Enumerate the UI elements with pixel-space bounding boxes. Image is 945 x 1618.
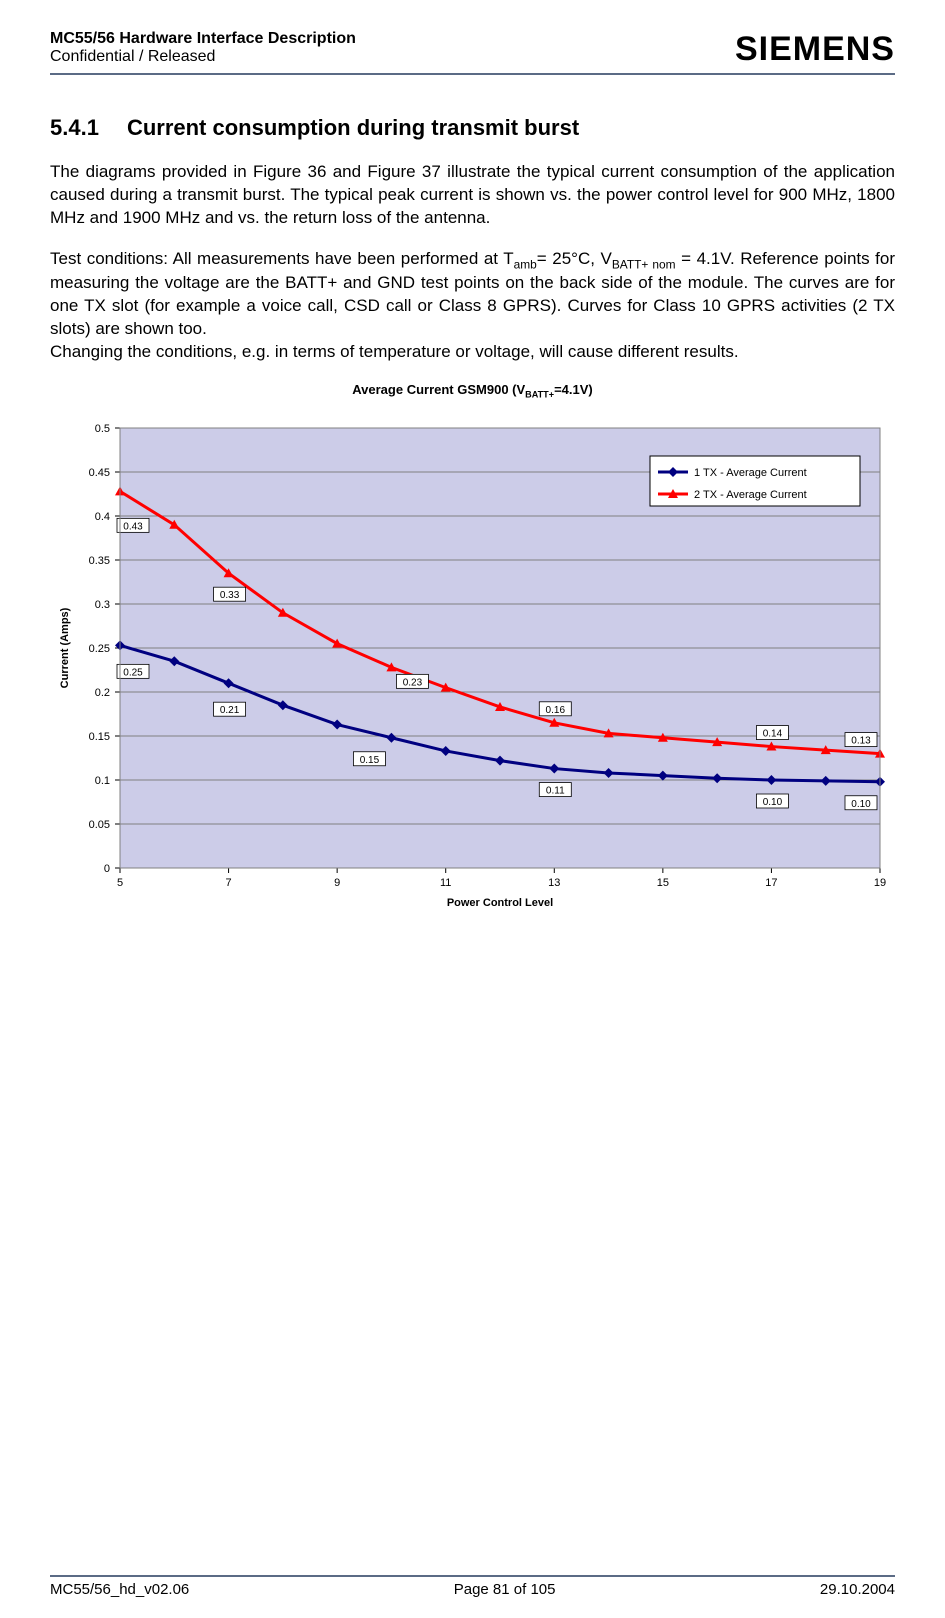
paragraph-2: Test conditions: All measurements have b… <box>50 248 895 364</box>
svg-text:Power Control Level: Power Control Level <box>447 897 553 909</box>
svg-text:17: 17 <box>765 877 777 889</box>
svg-text:7: 7 <box>226 877 232 889</box>
svg-text:0: 0 <box>104 863 110 875</box>
p2-sub2: BATT+ nom <box>612 257 676 271</box>
svg-text:11: 11 <box>440 877 451 889</box>
section-title: Current consumption during transmit burs… <box>127 115 579 140</box>
svg-text:9: 9 <box>334 877 340 889</box>
p2-pre: Test conditions: All measurements have b… <box>50 249 514 268</box>
p2-mid: = 25°C, V <box>537 249 612 268</box>
chart-title-pre: Average Current GSM900 (V <box>352 382 525 397</box>
svg-text:19: 19 <box>874 877 886 889</box>
svg-text:0.15: 0.15 <box>89 731 110 743</box>
svg-text:0.4: 0.4 <box>95 511 110 523</box>
svg-text:0.33: 0.33 <box>220 590 240 601</box>
svg-text:Current (Amps): Current (Amps) <box>59 607 71 688</box>
svg-text:0.35: 0.35 <box>89 555 110 567</box>
svg-text:0.21: 0.21 <box>220 705 240 716</box>
svg-text:0.45: 0.45 <box>89 467 110 479</box>
footer-right: 29.10.2004 <box>820 1581 895 1598</box>
svg-text:0.11: 0.11 <box>546 785 565 796</box>
svg-text:2 TX - Average Current: 2 TX - Average Current <box>694 489 807 501</box>
chart-title: Average Current GSM900 (VBATT+=4.1V) <box>50 382 895 400</box>
svg-text:0.25: 0.25 <box>89 643 110 655</box>
page-footer: MC55/56_hd_v02.06 Page 81 of 105 29.10.2… <box>50 1575 895 1598</box>
paragraph-3: Changing the conditions, e.g. in terms o… <box>50 342 739 361</box>
section-number: 5.4.1 <box>50 115 99 140</box>
svg-text:0.23: 0.23 <box>403 677 423 688</box>
svg-text:0.10: 0.10 <box>851 798 871 809</box>
svg-text:1 TX - Average Current: 1 TX - Average Current <box>694 467 807 479</box>
paragraph-1: The diagrams provided in Figure 36 and F… <box>50 161 895 230</box>
svg-text:0.2: 0.2 <box>95 687 110 699</box>
header-left: MC55/56 Hardware Interface Description C… <box>50 30 356 66</box>
svg-text:0.1: 0.1 <box>95 775 110 787</box>
confidential-label: Confidential / Released <box>50 48 356 66</box>
svg-text:0.15: 0.15 <box>360 754 380 765</box>
svg-text:13: 13 <box>548 877 560 889</box>
svg-text:0.10: 0.10 <box>763 797 783 808</box>
chart-title-sub: BATT+ <box>525 390 554 400</box>
doc-title: MC55/56 Hardware Interface Description <box>50 30 356 48</box>
section-heading: 5.4.1 Current consumption during transmit… <box>50 115 895 141</box>
svg-text:5: 5 <box>117 877 123 889</box>
svg-text:15: 15 <box>657 877 669 889</box>
footer-center: Page 81 of 105 <box>454 1581 556 1598</box>
footer-left: MC55/56_hd_v02.06 <box>50 1581 189 1598</box>
chart-wrapper: Average Current GSM900 (VBATT+=4.1V) 0 0.… <box>50 382 895 920</box>
current-chart: 0 0.05 0.1 0.15 0.2 0.25 0.3 0.35 0.4 0.45 0.5 5 7 9 1… <box>50 410 895 920</box>
svg-text:0.3: 0.3 <box>95 599 110 611</box>
svg-text:0.16: 0.16 <box>546 704 566 715</box>
svg-text:0.13: 0.13 <box>851 735 871 746</box>
siemens-logo: SIEMENS <box>735 30 895 69</box>
svg-text:0.25: 0.25 <box>123 667 143 678</box>
chart-title-post: =4.1V) <box>554 382 593 397</box>
svg-text:0.14: 0.14 <box>763 728 783 739</box>
svg-text:0.5: 0.5 <box>95 423 110 435</box>
svg-text:0.43: 0.43 <box>123 521 143 532</box>
p2-sub1: amb <box>514 257 537 271</box>
page-header: MC55/56 Hardware Interface Description C… <box>50 30 895 75</box>
svg-text:0.05: 0.05 <box>89 819 110 831</box>
